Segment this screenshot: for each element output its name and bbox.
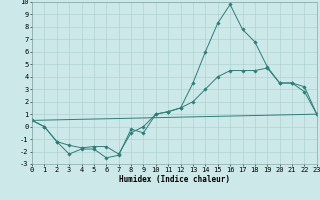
- X-axis label: Humidex (Indice chaleur): Humidex (Indice chaleur): [119, 175, 230, 184]
